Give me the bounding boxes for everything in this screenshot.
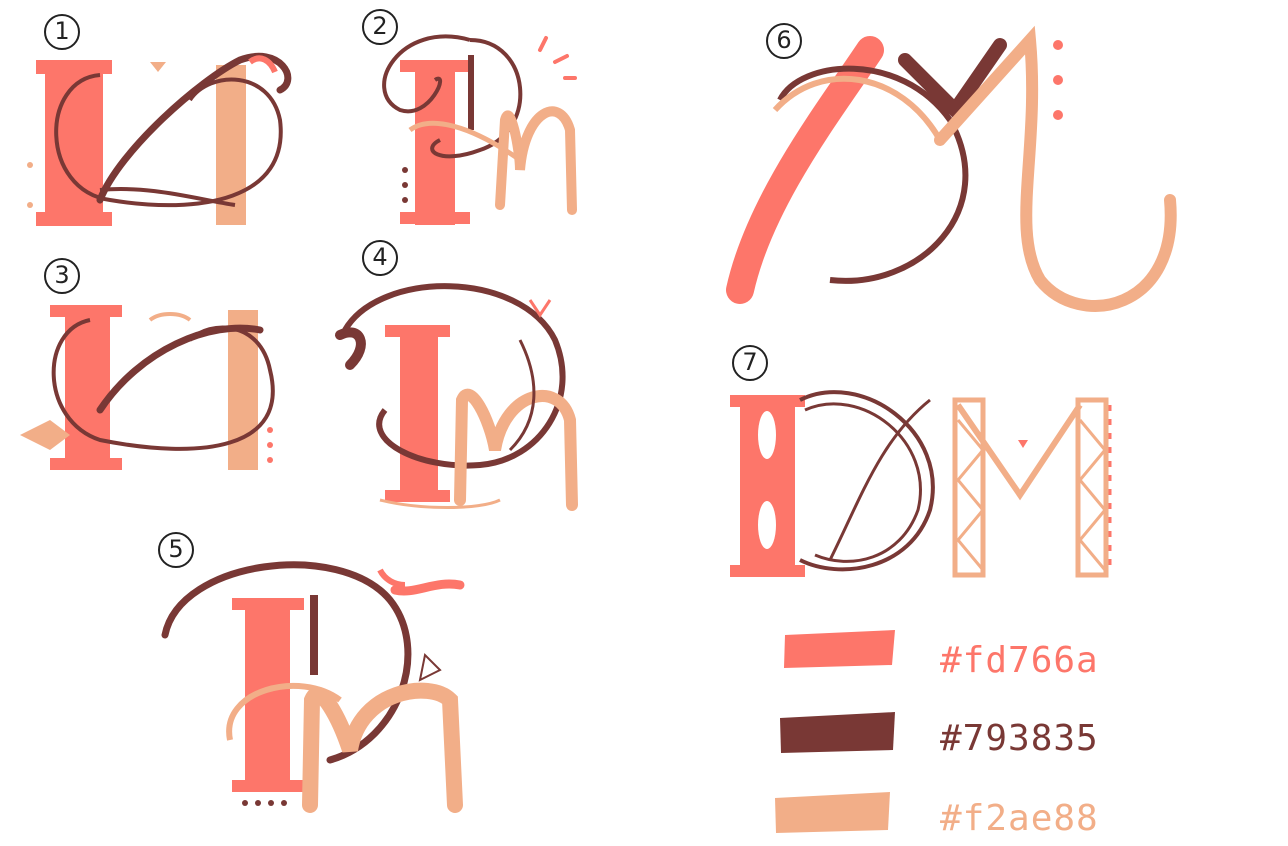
- monogram-sketch-5: [161, 561, 465, 813]
- palette-swatches: [775, 630, 895, 833]
- sketch-number-6: 6: [766, 23, 802, 59]
- monogram-sketch-1: [27, 52, 292, 226]
- monogram-sketch-6: [726, 25, 1177, 312]
- palette-hex-brown: #793835: [940, 718, 1099, 759]
- sketch-number-7: 7: [732, 345, 768, 381]
- sketch-number-5: 5: [158, 532, 194, 568]
- palette-hex-coral: #fd766a: [940, 640, 1099, 681]
- palette-hex-peach: #f2ae88: [940, 798, 1099, 839]
- monogram-sketch-2: [382, 34, 577, 225]
- monogram-sketch-3: [20, 305, 275, 470]
- sketch-number-2: 2: [362, 9, 398, 45]
- monogram-sketch-4: [335, 283, 578, 511]
- sketch-number-1: 1: [44, 14, 80, 50]
- sketch-number-4: 4: [362, 240, 398, 276]
- monogram-sketch-7: [730, 390, 1112, 578]
- sketch-number-3: 3: [44, 258, 80, 294]
